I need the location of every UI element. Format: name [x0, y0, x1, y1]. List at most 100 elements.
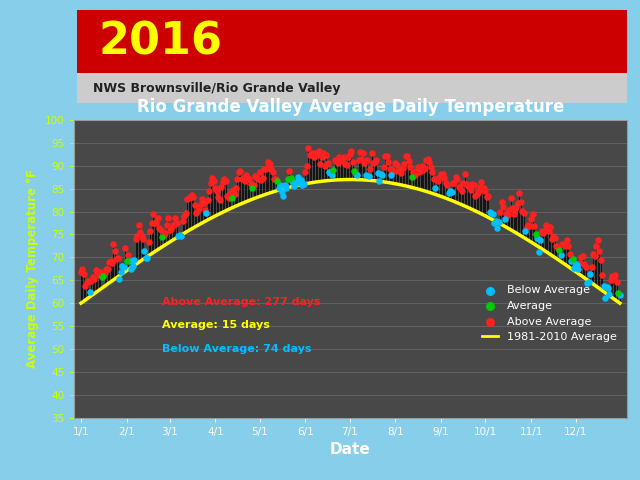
Point	[252, 174, 262, 181]
Point	[115, 275, 125, 283]
Point	[84, 288, 95, 295]
Point	[476, 179, 486, 186]
Point	[113, 254, 123, 262]
Point	[234, 168, 244, 176]
Point	[523, 221, 533, 229]
Point	[285, 174, 296, 182]
Point	[123, 252, 133, 259]
Point	[613, 288, 623, 296]
Point	[612, 278, 622, 286]
Point	[452, 176, 463, 183]
Point	[346, 147, 356, 155]
Point	[483, 192, 493, 200]
Point	[102, 265, 113, 273]
Point	[497, 198, 507, 205]
Point	[246, 180, 256, 188]
Point	[323, 159, 333, 167]
X-axis label: Date: Date	[330, 442, 371, 457]
Point	[386, 171, 396, 179]
Point	[275, 181, 285, 189]
Point	[486, 209, 497, 217]
Point	[553, 244, 563, 252]
Point	[294, 178, 305, 185]
Point	[392, 161, 402, 168]
Point	[401, 152, 411, 159]
Point	[140, 247, 150, 254]
Point	[540, 228, 550, 235]
Point	[561, 236, 572, 243]
Point	[202, 209, 212, 216]
Point	[395, 166, 405, 173]
Title: Rio Grande Valley Average Daily Temperature: Rio Grande Valley Average Daily Temperat…	[137, 97, 564, 116]
Point	[439, 174, 449, 182]
Point	[513, 199, 523, 207]
Point	[291, 178, 301, 186]
Point	[569, 264, 579, 272]
Point	[266, 165, 276, 173]
Point	[188, 193, 198, 201]
Point	[193, 206, 203, 214]
Point	[107, 259, 117, 267]
Point	[282, 175, 292, 182]
Point	[508, 210, 518, 217]
Point	[517, 207, 527, 215]
Point	[212, 187, 222, 195]
Point	[399, 160, 410, 168]
Point	[339, 153, 349, 161]
Point	[321, 151, 331, 159]
Point	[408, 168, 419, 176]
Point	[118, 263, 129, 270]
Point	[263, 158, 273, 166]
Point	[442, 180, 452, 188]
Point	[579, 260, 589, 267]
Point	[287, 177, 297, 184]
Point	[464, 181, 474, 189]
Point	[111, 255, 122, 263]
Point	[606, 276, 616, 284]
Point	[457, 187, 467, 195]
Point	[163, 215, 173, 222]
Point	[415, 168, 426, 175]
Point	[604, 290, 614, 298]
Point	[492, 224, 502, 232]
Point	[305, 151, 315, 158]
Point	[166, 225, 176, 233]
Point	[253, 176, 263, 183]
Point	[303, 144, 314, 152]
Point	[564, 250, 575, 258]
Point	[83, 277, 93, 285]
Point	[371, 156, 381, 164]
Point	[378, 163, 388, 170]
Point	[362, 156, 372, 164]
Point	[152, 215, 163, 222]
Point	[374, 177, 384, 185]
Point	[318, 149, 328, 156]
Point	[135, 228, 145, 236]
Point	[195, 201, 205, 208]
Point	[438, 170, 448, 178]
Point	[169, 221, 179, 228]
Point	[445, 188, 455, 195]
Point	[210, 184, 220, 192]
Point	[198, 199, 209, 207]
Point	[271, 176, 281, 183]
Point	[527, 210, 538, 218]
Point	[206, 180, 216, 187]
Point	[572, 262, 582, 269]
Point	[389, 168, 399, 175]
Point	[237, 176, 247, 183]
Point	[467, 180, 477, 188]
Point	[344, 150, 355, 158]
Point	[493, 218, 504, 226]
Point	[594, 247, 604, 255]
Point	[576, 253, 586, 261]
Point	[227, 194, 237, 202]
Point	[182, 195, 193, 203]
Point	[265, 160, 275, 168]
Point	[207, 174, 218, 182]
Point	[221, 177, 231, 184]
Point	[535, 236, 545, 243]
Point	[433, 177, 444, 185]
Point	[511, 203, 522, 211]
Point	[359, 159, 369, 167]
